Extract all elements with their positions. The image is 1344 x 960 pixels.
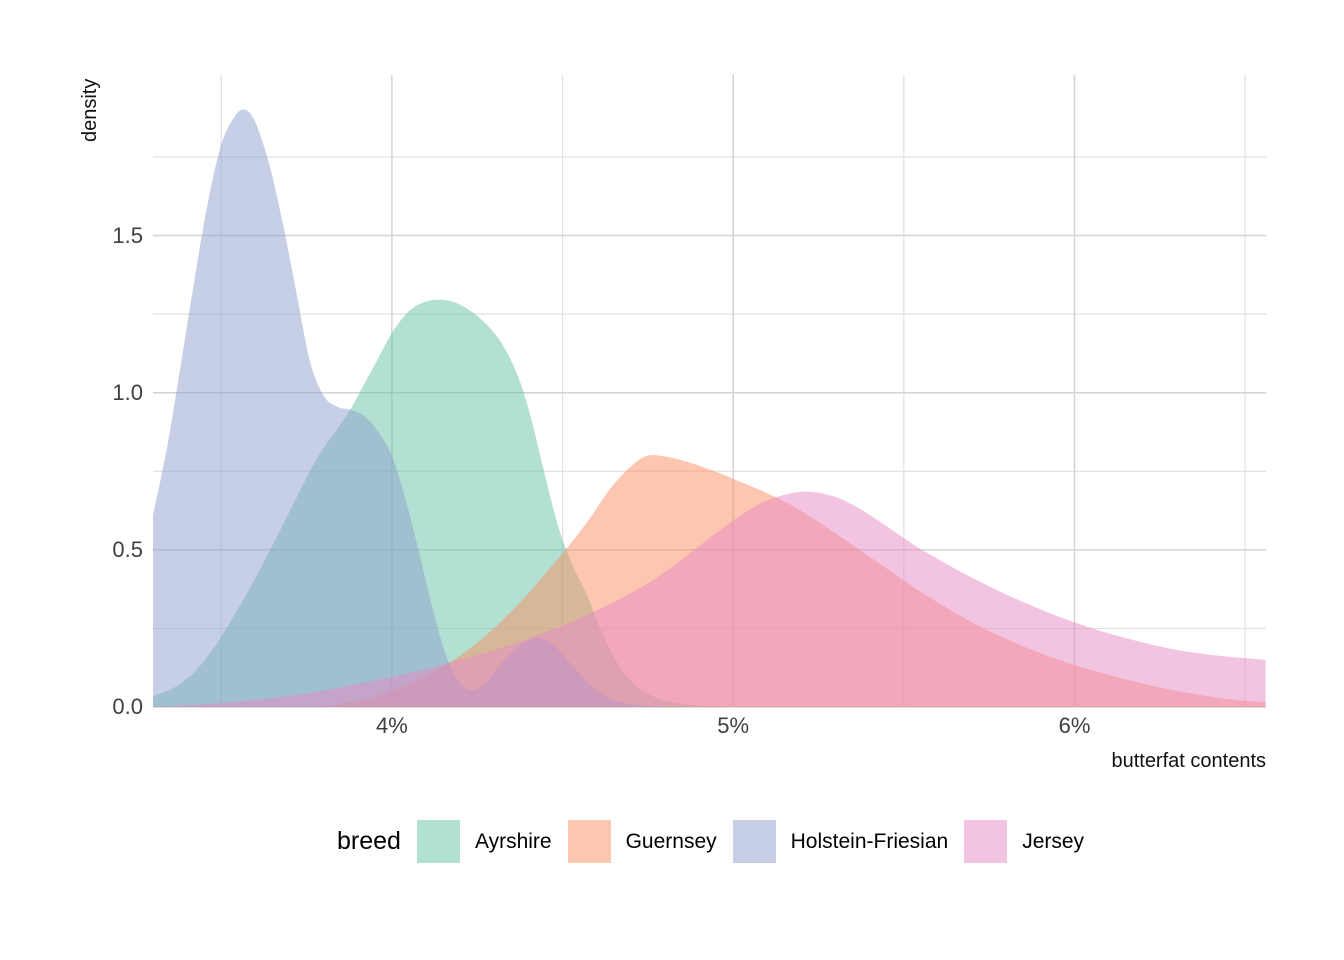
density-area-jersey [159, 491, 1266, 707]
legend: breed Ayrshire Guernsey Holstein-Friesia… [337, 820, 1084, 863]
y-tick-label: 0.0 [112, 694, 143, 719]
density-area-holstein-friesian [153, 109, 665, 707]
legend-item-jersey: Jersey [964, 820, 1084, 863]
x-tick-label: 6% [1058, 713, 1091, 738]
legend-item-guernsey: Guernsey [567, 820, 717, 863]
legend-label-ayrshire: Ayrshire [474, 829, 552, 853]
legend-title: breed [337, 827, 401, 855]
legend-swatch-holstein-friesian [732, 820, 776, 863]
plot-canvas [153, 75, 1266, 708]
legend-label-guernsey: Guernsey [625, 829, 717, 853]
y-tick-label: 1.0 [112, 379, 143, 405]
y-axis-tick-labels: 0.0 0.5 1.0 1.5 [0, 0, 143, 760]
legend-item-ayrshire: Ayrshire [416, 820, 552, 863]
legend-label-jersey: Jersey [1022, 829, 1085, 853]
x-tick-label: 5% [717, 713, 750, 738]
y-tick-label: 1.5 [112, 222, 143, 248]
density-areas [153, 109, 1266, 707]
x-axis-tick-labels: 4% 5% 6% [0, 713, 1344, 743]
legend-swatch-jersey [964, 820, 1008, 863]
x-tick-label: 4% [376, 713, 408, 738]
x-axis-title: butterfat contents [1111, 750, 1266, 772]
legend-item-holstein-friesian: Holstein-Friesian [732, 820, 949, 863]
y-tick-label: 0.5 [112, 536, 143, 562]
legend-swatch-guernsey [567, 820, 611, 863]
legend-label-holstein-friesian: Holstein-Friesian [790, 829, 949, 853]
legend-swatch-ayrshire [416, 820, 460, 863]
